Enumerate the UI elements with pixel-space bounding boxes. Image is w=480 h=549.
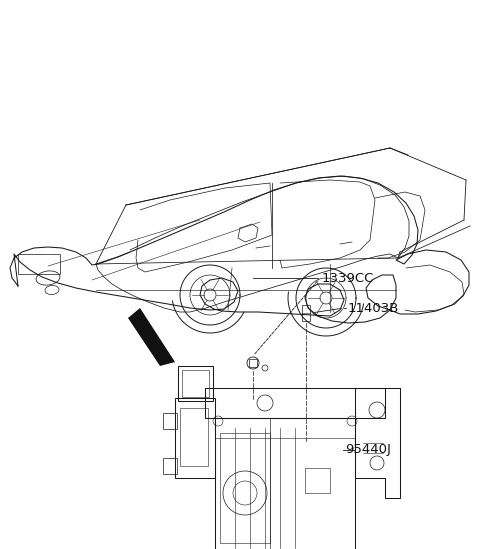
Text: 95440J: 95440J bbox=[345, 444, 391, 457]
Bar bbox=[18, 254, 60, 274]
Bar bbox=[163, 413, 177, 429]
Bar bbox=[180, 408, 208, 466]
Bar bbox=[302, 305, 310, 321]
Bar bbox=[178, 366, 213, 401]
Bar bbox=[215, 418, 355, 549]
Bar bbox=[249, 359, 257, 367]
Bar bbox=[175, 398, 215, 478]
Polygon shape bbox=[128, 308, 175, 366]
Bar bbox=[220, 433, 270, 543]
Bar bbox=[182, 370, 209, 397]
Text: 11403B: 11403B bbox=[348, 301, 399, 315]
Text: 1339CC: 1339CC bbox=[322, 272, 374, 284]
Bar bbox=[163, 458, 177, 474]
Bar bbox=[305, 468, 330, 493]
